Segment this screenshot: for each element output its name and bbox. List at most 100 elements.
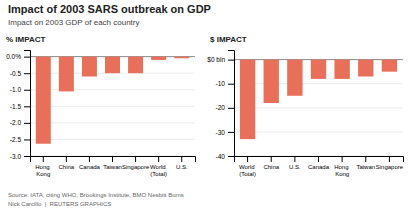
tick-mark: [318, 156, 319, 162]
tick-label-line: Hong: [334, 164, 350, 170]
tick: -1.5: [10, 103, 30, 110]
x-axis: World (Total) China U.S. Canada Hong Kong Tai…: [235, 156, 404, 177]
bar: [59, 57, 74, 92]
tick-mark: [24, 73, 30, 74]
axis-label: % IMPACT: [6, 35, 46, 44]
tick: -2.0: [10, 119, 30, 126]
tick-mark: [158, 156, 159, 162]
tick-label: Singapore: [122, 164, 150, 170]
tick: Canada: [79, 156, 101, 170]
chart: Impact of 2003 SARS outbreak on GDP Impac…: [0, 0, 413, 213]
bar: [82, 57, 97, 77]
texts: Impact of 2003 SARS outbreak on GDP Impac…: [6, 3, 247, 207]
tick-mark: [271, 156, 272, 162]
tick-label: $0 bln: [207, 56, 225, 63]
tick: Singapore: [376, 156, 404, 170]
tick-mark: [389, 156, 390, 162]
axis-label: $ IMPACT: [210, 35, 247, 44]
grid: [30, 57, 195, 156]
y-axis: 0.0%-0.5-1.0-1.5-2.0-2.5-3.0: [6, 51, 30, 160]
title: Impact of 2003 SARS outbreak on GDP: [8, 3, 211, 15]
tick-label: -20: [216, 104, 226, 111]
tick: Singapore: [122, 156, 150, 170]
bars: [36, 57, 189, 144]
tick-label: -10: [216, 80, 226, 87]
tick-mark: [66, 156, 67, 162]
tick: Taiwan: [356, 156, 375, 170]
panel: 0.0%-0.5-1.0-1.5-2.0-2.5-3.0Hong KongChi…: [6, 51, 195, 177]
tick: -0.5: [10, 70, 30, 77]
tick-label-line: (Total): [150, 171, 167, 177]
tick-mark: [135, 156, 136, 162]
tick-label-line: Kong: [36, 171, 50, 177]
tick-mark: [43, 156, 44, 162]
bar: [311, 60, 326, 79]
grid-line: [234, 83, 403, 84]
tick: U.S.: [289, 156, 301, 170]
tick-label-line: World: [150, 164, 167, 170]
tick-label-line: Kong: [335, 171, 349, 177]
grid-line: [30, 89, 195, 90]
tick-label: -2.5: [10, 136, 22, 143]
tick-label: -30: [216, 128, 226, 135]
panel: $0 bln -10 -20 -30 -40 World (Total) China U.S.…: [207, 51, 403, 177]
tick: Hong Kong: [334, 156, 350, 177]
tick-label: -2.0: [10, 119, 22, 126]
grid-line: [234, 107, 403, 108]
axis-line: [228, 51, 235, 157]
tick-mark: [228, 132, 234, 133]
tick-label-line: (Total): [239, 171, 256, 177]
tick: -2.5: [10, 136, 30, 143]
tick-label: Canada: [308, 164, 330, 170]
tick-mark: [228, 156, 234, 157]
axis-line: [235, 157, 404, 163]
grid-line: [30, 139, 195, 140]
x-axis: Hong KongChinaCanadaTaiwanSingaporeWorld…: [31, 156, 196, 177]
tick-mark: [89, 156, 90, 162]
tick-mark: [24, 123, 30, 124]
bar: [36, 57, 51, 144]
bar: [358, 60, 373, 77]
tick-mark: [24, 57, 30, 58]
y-axis: $0 bln -10 -20 -30 -40: [207, 51, 234, 160]
tick-label: 0.0%: [6, 53, 21, 60]
tick-mark: [24, 106, 30, 107]
tick-mark: [342, 156, 343, 162]
tick-label: Taiwan: [356, 164, 375, 170]
tick-label: Singapore: [376, 164, 404, 170]
axis-line: [24, 51, 31, 157]
bar: [128, 57, 143, 74]
grid-line: [30, 106, 195, 107]
tick: China: [263, 156, 279, 170]
tick: U.S.: [176, 156, 188, 170]
grid-line: [30, 122, 195, 123]
bar: [382, 60, 397, 72]
tick-mark: [24, 90, 30, 91]
bar: [334, 60, 349, 79]
tick-mark: [112, 156, 113, 162]
tick-label: U.S.: [289, 164, 301, 170]
bar: [151, 57, 166, 60]
tick-label: -40: [216, 153, 226, 160]
grid-line: [234, 131, 403, 132]
subtitle: Impact on 2003 GDP of each country: [8, 18, 139, 27]
tick-label: -1.5: [10, 103, 22, 110]
tick: World (Total): [150, 156, 167, 177]
tick: -10: [216, 80, 234, 87]
tick-mark: [228, 84, 234, 85]
tick-label: -1.0: [10, 86, 22, 93]
tick-label-line: World: [239, 164, 256, 170]
annotation: Source: IATA, citing WHO, Brookings Inst…: [8, 192, 184, 198]
bar: [240, 60, 255, 140]
tick: World (Total): [239, 156, 256, 177]
tick: Hong Kong: [35, 156, 51, 177]
tick: $0 bln: [207, 56, 234, 63]
tick-label: China: [59, 164, 75, 170]
tick-mark: [24, 139, 30, 140]
tick-label: World (Total): [239, 164, 256, 177]
tick-label: U.S.: [176, 164, 188, 170]
tick: -30: [216, 128, 234, 135]
tick: Canada: [308, 156, 330, 170]
tick-mark: [365, 156, 366, 162]
bars: [240, 60, 397, 140]
